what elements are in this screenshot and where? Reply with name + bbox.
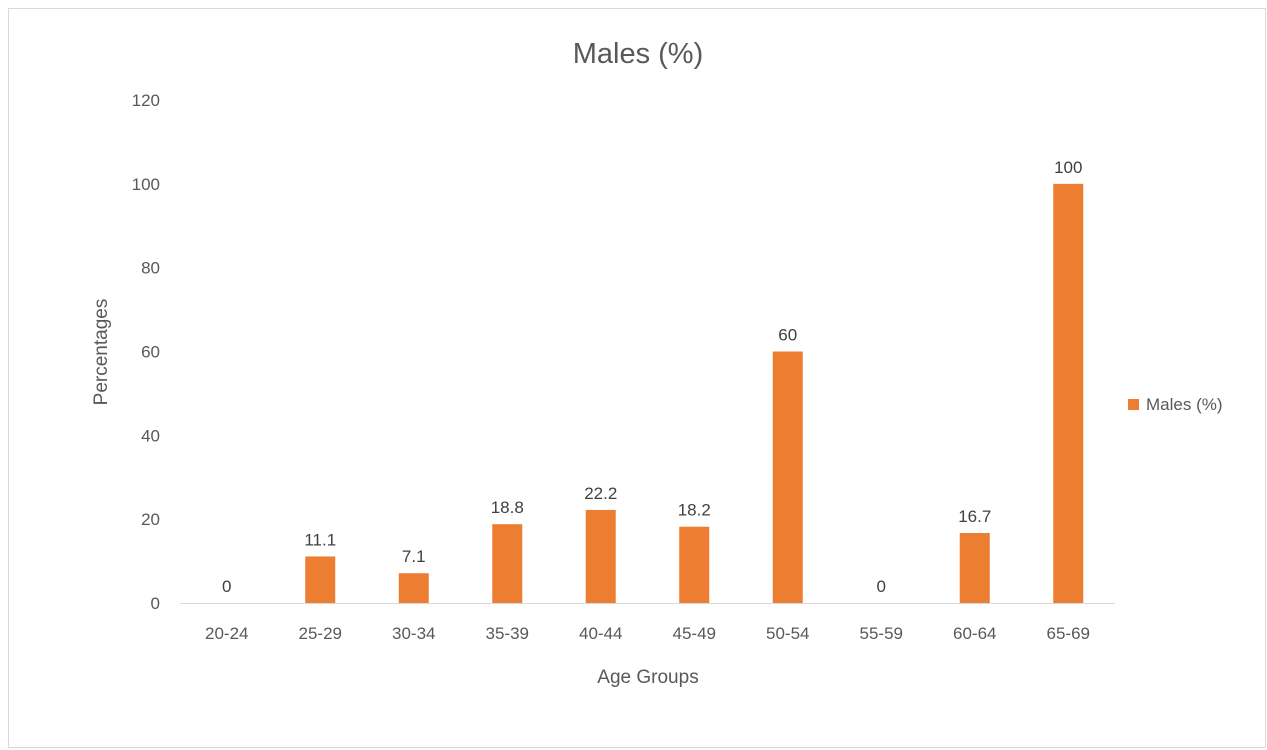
bar bbox=[305, 556, 336, 603]
data-label: 7.1 bbox=[402, 547, 426, 566]
data-label: 100 bbox=[1054, 158, 1082, 177]
data-label: 11.1 bbox=[304, 530, 336, 549]
y-tick-label: 100 bbox=[132, 175, 160, 194]
x-axis-ticks: 20-24 25-29 30-34 35-39 40-44 45-49 50-54 55-59… bbox=[205, 624, 1090, 643]
bar bbox=[679, 526, 710, 603]
x-tick-label: 30-34 bbox=[392, 624, 435, 643]
y-tick-label: 20 bbox=[141, 510, 160, 529]
bar bbox=[772, 351, 803, 603]
chart-title: Males (%) bbox=[573, 38, 704, 70]
data-label: 18.2 bbox=[678, 501, 711, 520]
data-label: 22.2 bbox=[584, 484, 617, 503]
y-axis-label: Percentages bbox=[91, 299, 112, 406]
bar bbox=[585, 509, 616, 603]
data-labels-group: 0 11.1 7.1 18.8 22.2 18.2 60 0 16.7 100 bbox=[222, 158, 1082, 596]
y-tick-label: 40 bbox=[141, 426, 160, 445]
data-label: 0 bbox=[222, 577, 231, 596]
x-tick-label: 25-29 bbox=[299, 624, 342, 643]
data-label: 0 bbox=[877, 577, 886, 596]
legend: Males (%) bbox=[1128, 395, 1223, 414]
x-axis-label: Age Groups bbox=[597, 667, 698, 688]
bar bbox=[959, 532, 990, 603]
legend-label: Males (%) bbox=[1146, 395, 1223, 414]
x-tick-label: 65-69 bbox=[1047, 624, 1090, 643]
data-label: 60 bbox=[778, 326, 797, 345]
x-tick-label: 35-39 bbox=[486, 624, 529, 643]
bar bbox=[398, 573, 429, 603]
y-tick-label: 0 bbox=[151, 594, 160, 613]
x-tick-label: 60-64 bbox=[953, 624, 996, 643]
bar bbox=[1053, 183, 1084, 604]
data-label: 16.7 bbox=[958, 507, 991, 526]
x-tick-label: 50-54 bbox=[766, 624, 809, 643]
data-label: 18.8 bbox=[491, 498, 524, 517]
x-tick-label: 55-59 bbox=[860, 624, 903, 643]
x-tick-label: 45-49 bbox=[673, 624, 716, 643]
y-tick-label: 120 bbox=[132, 91, 160, 110]
y-axis-ticks: 0 20 40 60 80 100 120 bbox=[132, 91, 160, 613]
x-tick-label: 20-24 bbox=[205, 624, 248, 643]
bar bbox=[492, 524, 523, 603]
x-tick-label: 40-44 bbox=[579, 624, 622, 643]
y-tick-label: 60 bbox=[141, 343, 160, 362]
y-tick-label: 80 bbox=[141, 259, 160, 278]
bars-group bbox=[305, 183, 1084, 604]
legend-swatch bbox=[1128, 399, 1139, 410]
